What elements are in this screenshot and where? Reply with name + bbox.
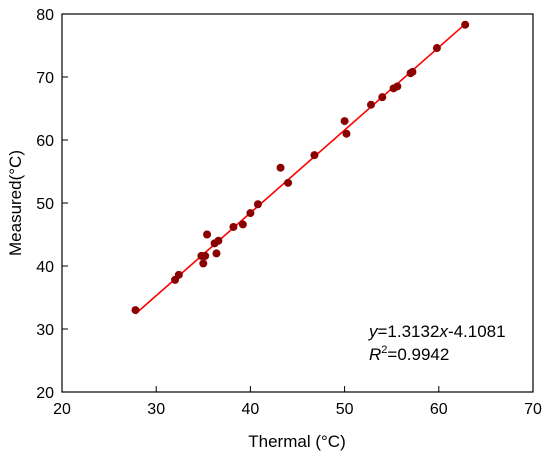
data-point [310,151,319,160]
y-tick-label: 20 [36,385,54,402]
y-tick-label: 60 [36,133,54,150]
equation-x-var: x [438,322,448,341]
data-point [131,306,140,315]
data-point [284,178,293,187]
data-point [432,44,441,53]
x-tick-label: 70 [524,401,542,418]
x-axis-title: Thermal (°C) [248,432,345,451]
data-point [229,222,238,231]
equation-y-var: y [368,322,379,341]
data-point [393,82,402,91]
data-points [131,20,470,315]
y-tick-label: 40 [36,259,54,276]
data-point [366,100,375,109]
y-axis-title: Measured(°C) [6,150,25,256]
x-tick-label: 20 [53,401,71,418]
data-point [238,220,247,229]
equation-intercept: -4.1081 [448,322,506,341]
data-point [276,163,285,172]
data-point [340,117,349,126]
y-tick-label: 30 [36,322,54,339]
data-point [201,251,210,260]
x-tick-label: 50 [336,401,354,418]
data-point [253,200,262,209]
equation-slope: =1.3132 [378,322,440,341]
r-squared-symbol: R [369,345,381,364]
data-point [408,67,417,76]
x-tick-label: 40 [242,401,260,418]
x-tick-label: 60 [430,401,448,418]
y-tick-label: 80 [36,7,54,24]
data-point [246,209,255,218]
data-point [203,230,212,239]
regression-equation: y=1.3132x-4.1081 [368,322,506,341]
data-point [342,129,351,138]
data-point [378,93,387,102]
r-squared-value: =0.9942 [387,345,449,364]
plot-frame [61,13,534,393]
y-tick-label: 70 [36,70,54,87]
x-tick-label: 30 [147,401,165,418]
r-squared: R2=0.9942 [369,344,449,364]
axis-ticks: 20 30 40 50 60 70 20 30 40 50 60 70 80 [36,7,542,418]
data-point [461,20,470,29]
data-point [199,259,208,268]
r-squared-superscript: 2 [381,344,387,356]
y-tick-label: 50 [36,196,54,213]
data-point [174,270,183,279]
data-point [214,236,223,245]
data-point [212,249,221,258]
